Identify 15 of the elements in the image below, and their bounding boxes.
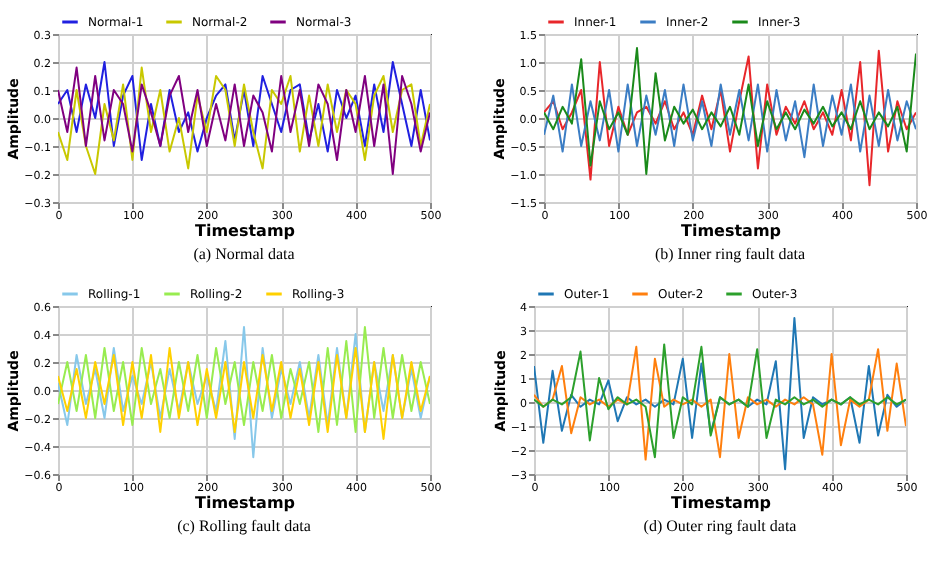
text: (b) Inner ring fault data (654, 245, 806, 263)
x-axis-title: Timestamp (680, 222, 782, 240)
text: (c) Rolling fault data (177, 517, 312, 535)
text: (a) Normal data (193, 245, 296, 263)
x-axis-title: Timestamp (670, 494, 772, 512)
x-axis-title: Timestamp (194, 222, 296, 240)
text: (d) Outer ring fault data (643, 517, 798, 535)
line-series (534, 317, 906, 471)
line-series (58, 326, 430, 433)
line-series (544, 83, 916, 159)
x-axis-title: Timestamp (194, 494, 296, 512)
line-series (58, 326, 430, 459)
line-series (58, 66, 430, 175)
line-series (58, 347, 430, 440)
line-series (58, 61, 430, 161)
